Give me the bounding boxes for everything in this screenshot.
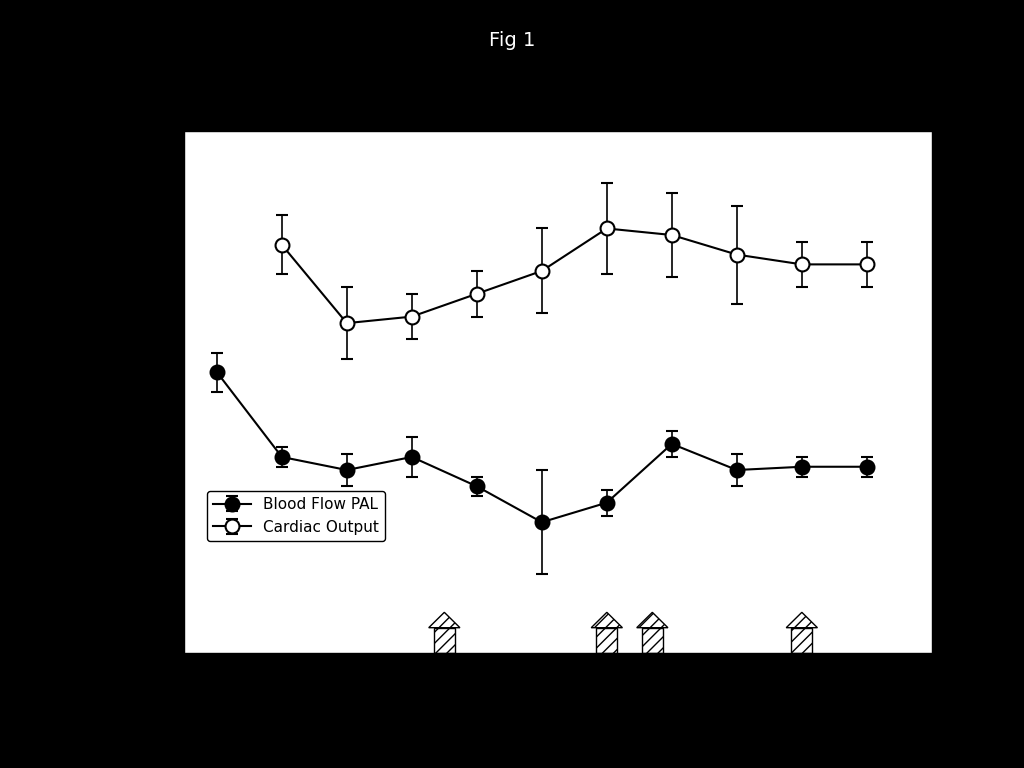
- Polygon shape: [786, 612, 817, 627]
- Polygon shape: [429, 612, 460, 627]
- Polygon shape: [792, 627, 812, 653]
- X-axis label: Weeks: Weeks: [526, 687, 590, 706]
- Polygon shape: [596, 627, 617, 653]
- Polygon shape: [434, 627, 455, 653]
- Y-axis label: L/min: L/min: [138, 365, 157, 419]
- Legend: Blood Flow PAL, Cardiac Output: Blood Flow PAL, Cardiac Output: [207, 491, 385, 541]
- Text: Fig 1: Fig 1: [488, 31, 536, 50]
- Polygon shape: [642, 627, 663, 653]
- Polygon shape: [591, 612, 623, 627]
- Polygon shape: [637, 612, 668, 627]
